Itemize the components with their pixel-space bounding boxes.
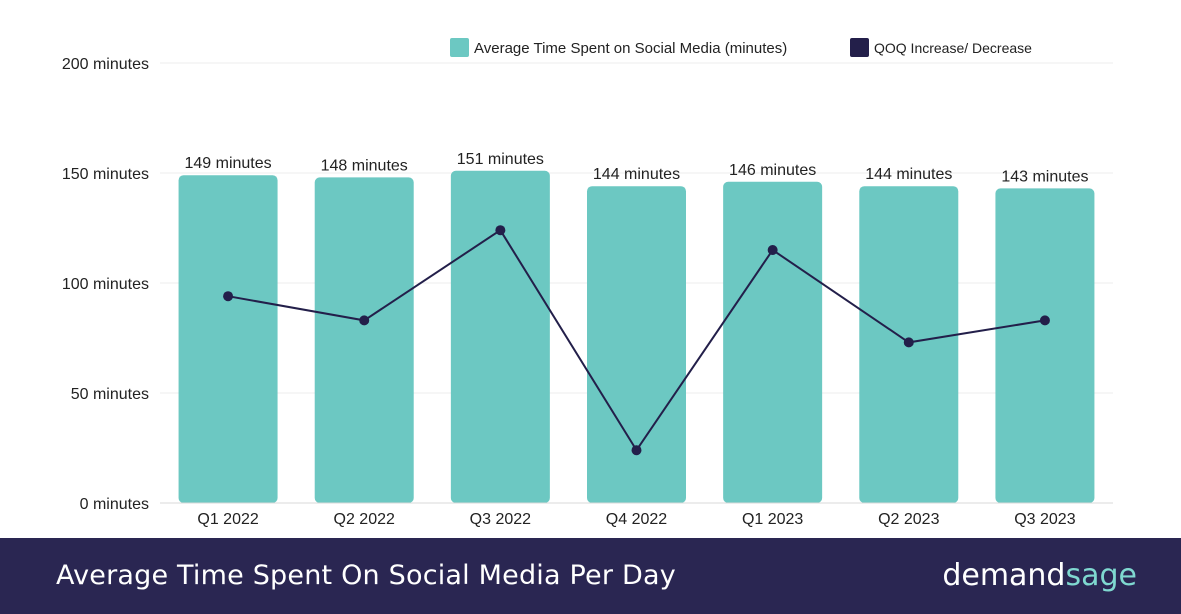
- y-tick-label: 0 minutes: [80, 496, 149, 513]
- y-tick-label: 100 minutes: [62, 276, 149, 293]
- data-label: 144 minutes: [865, 166, 952, 183]
- legend-label-line: QOQ Increase/ Decrease: [874, 40, 1032, 56]
- data-label: 149 minutes: [184, 155, 271, 172]
- chart-title: Average Time Spent On Social Media Per D…: [56, 560, 676, 591]
- data-label: 151 minutes: [457, 151, 544, 168]
- y-tick-label: 150 minutes: [62, 166, 149, 183]
- x-tick-label: Q4 2022: [606, 511, 667, 528]
- qoq-point: [223, 291, 234, 302]
- chart: 0 minutes 50 minutes 100 minutes 150 minute…: [62, 38, 1113, 528]
- logo-part-sage: sage: [1065, 558, 1137, 593]
- qoq-point: [903, 337, 914, 348]
- bar: [995, 188, 1095, 503]
- x-tick-label: Q3 2022: [470, 511, 531, 528]
- legend-swatch-bars: [450, 38, 469, 57]
- legend-swatch-line: [850, 38, 869, 57]
- bar: [587, 186, 686, 503]
- y-tick-label: 50 minutes: [71, 386, 149, 403]
- bar: [178, 175, 278, 503]
- bar: [723, 181, 823, 504]
- y-tick-label: 200 minutes: [62, 56, 149, 73]
- qoq-point: [767, 245, 778, 255]
- x-tick-label: Q2 2022: [334, 511, 395, 528]
- data-label: 148 minutes: [321, 157, 408, 174]
- x-tick-label: Q1 2022: [197, 511, 258, 528]
- logo-part-demand: demand: [942, 558, 1066, 593]
- qoq-point: [359, 315, 370, 326]
- qoq-point: [1039, 315, 1050, 326]
- x-tick-label: Q1 2023: [742, 511, 803, 528]
- legend-label-bars: Average Time Spent on Social Media (minu…: [474, 40, 787, 57]
- x-tick-label: Q2 2023: [878, 511, 939, 528]
- bar: [314, 177, 414, 503]
- qoq-point: [631, 445, 642, 456]
- footer-banner: Average Time Spent On Social Media Per D…: [0, 538, 1181, 614]
- data-label: 146 minutes: [729, 162, 816, 179]
- x-tick-label: Q3 2023: [1014, 511, 1075, 528]
- qoq-point: [495, 225, 506, 236]
- data-label: 143 minutes: [1001, 168, 1088, 185]
- brand-logo: demandsage: [942, 558, 1137, 593]
- data-label: 144 minutes: [593, 166, 680, 183]
- bar: [450, 170, 550, 504]
